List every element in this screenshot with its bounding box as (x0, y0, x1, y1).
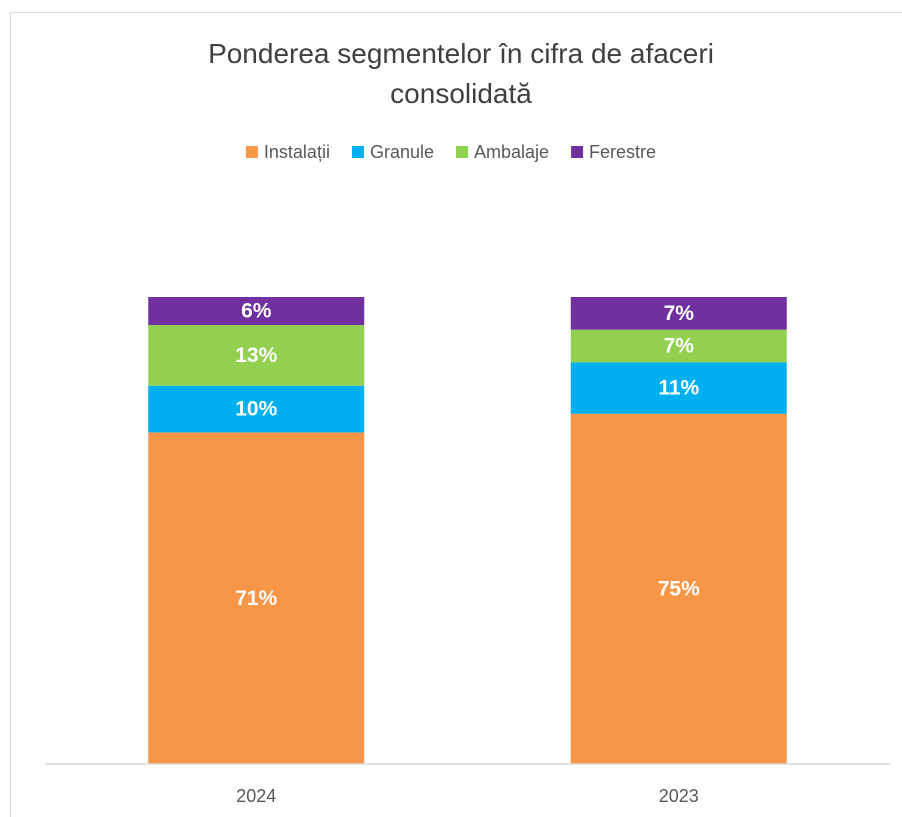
legend-swatch (456, 146, 469, 158)
data-label: 7% (664, 335, 695, 358)
legend-label: Ferestre (589, 142, 656, 162)
legend-label: Ambalaje (474, 142, 549, 162)
bar-segment (148, 297, 365, 326)
bar-segment (570, 329, 787, 363)
bar-segment (570, 297, 787, 330)
data-label: 13% (235, 344, 277, 367)
chart-title: Ponderea segmentelor în cifra de afaceri… (208, 38, 714, 109)
legend-swatch (245, 146, 258, 158)
data-label: 75% (658, 577, 700, 600)
data-label: 6% (241, 300, 272, 323)
bar-segment (148, 325, 365, 386)
legend-swatch (351, 146, 364, 158)
bar-segment (570, 362, 787, 414)
data-label: 11% (658, 377, 699, 400)
x-tick-label: 2023 (659, 786, 699, 806)
data-label: 10% (235, 398, 277, 421)
legend-label: Granule (370, 142, 434, 162)
data-label: 71% (235, 587, 277, 610)
bar-segment (148, 432, 365, 764)
x-tick-label: 2024 (236, 786, 276, 806)
chart-frame (10, 12, 902, 817)
legend-label: Instalații (264, 142, 330, 162)
bar-segment (148, 385, 365, 433)
data-label: 7% (664, 302, 695, 325)
legend-swatch (571, 146, 584, 158)
bar-segment (570, 413, 787, 764)
